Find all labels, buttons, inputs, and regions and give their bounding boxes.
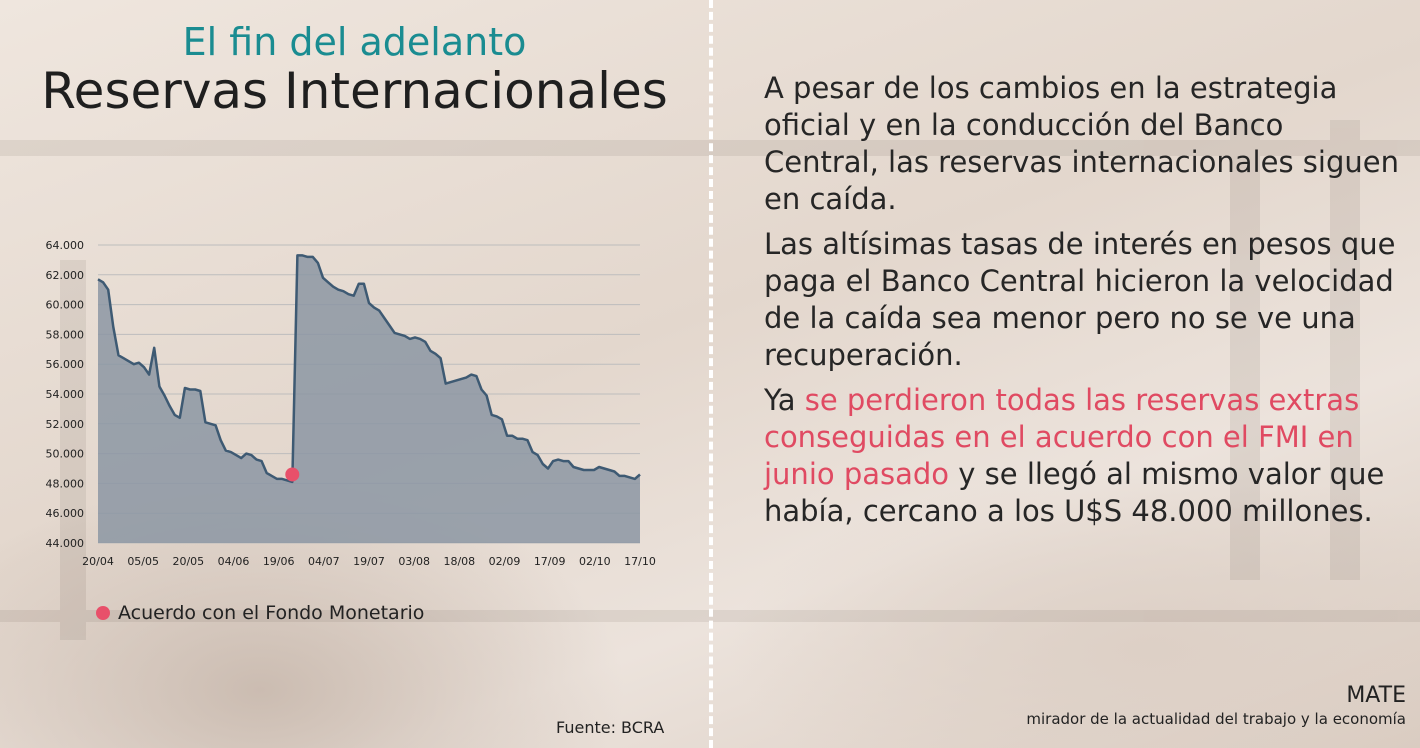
x-tick-label: 03/08 — [398, 555, 430, 568]
y-tick-label: 58.000 — [46, 328, 85, 341]
brand-tagline: mirador de la actualidad del trabajo y l… — [1026, 710, 1406, 728]
chart-legend: Acuerdo con el Fondo Monetario — [96, 602, 424, 624]
imf-agreement-marker — [285, 467, 300, 482]
reserves-area-chart: 44.000 46.000 48.000 50.000 52.000 54.000 56.0… — [46, 239, 656, 568]
left-panel: El fin del adelanto Reservas Internacion… — [0, 0, 709, 748]
paragraph-1: A pesar de los cambios en la estrategia … — [764, 71, 1399, 216]
right-panel: A pesar de los cambios en la estrategia … — [714, 0, 1420, 748]
chart-subtitle: El fin del adelanto — [182, 20, 527, 64]
x-tick-label: 04/07 — [308, 555, 340, 568]
brand-block: MATE mirador de la actualidad del trabaj… — [1026, 683, 1406, 728]
area-fill — [98, 255, 640, 543]
x-tick-label: 18/08 — [443, 555, 475, 568]
x-tick-label: 17/10 — [624, 555, 656, 568]
y-tick-label: 52.000 — [46, 418, 85, 431]
legend-marker-dot — [96, 606, 110, 620]
paragraph-3-tail: y se llegó al mismo valor que había, cer… — [764, 457, 1385, 528]
x-tick-label: 20/04 — [82, 555, 114, 568]
y-tick-label: 64.000 — [46, 239, 85, 252]
paragraph-3-highlight: se perdieron todas las reservas extras c… — [764, 383, 1360, 491]
y-tick-label: 62.000 — [46, 269, 85, 282]
y-tick-label: 46.000 — [46, 507, 85, 520]
y-tick-label: 54.000 — [46, 388, 85, 401]
x-tick-label: 20/05 — [172, 555, 204, 568]
source-note: Fuente: BCRA — [556, 718, 665, 737]
paragraph-2: Las altísimas tasas de interés en pesos … — [764, 227, 1396, 372]
series-line — [97, 254, 641, 484]
y-tick-label: 60.000 — [46, 299, 85, 312]
x-tick-label: 02/09 — [489, 555, 521, 568]
y-tick-label: 56.000 — [46, 358, 85, 371]
paragraph-3-lead: Ya — [764, 383, 805, 417]
chart-title: Reservas Internacionales — [41, 62, 668, 120]
y-tick-label: 44.000 — [46, 537, 85, 550]
y-tick-label: 50.000 — [46, 448, 85, 461]
brand-name: MATE — [1346, 683, 1406, 708]
x-tick-label: 02/10 — [579, 555, 611, 568]
x-tick-label: 05/05 — [127, 555, 159, 568]
commentary-text: A pesar de los cambios en la estrategia … — [764, 70, 1404, 538]
dashed-divider — [709, 0, 713, 748]
legend-label: Acuerdo con el Fondo Monetario — [118, 602, 425, 624]
y-tick-label: 48.000 — [46, 477, 85, 490]
paragraph-3: Ya se perdieron todas las reservas extra… — [764, 382, 1404, 530]
x-tick-label: 19/06 — [263, 555, 295, 568]
x-tick-label: 17/09 — [534, 555, 566, 568]
x-tick-label: 04/06 — [218, 555, 250, 568]
x-tick-label: 19/07 — [353, 555, 385, 568]
